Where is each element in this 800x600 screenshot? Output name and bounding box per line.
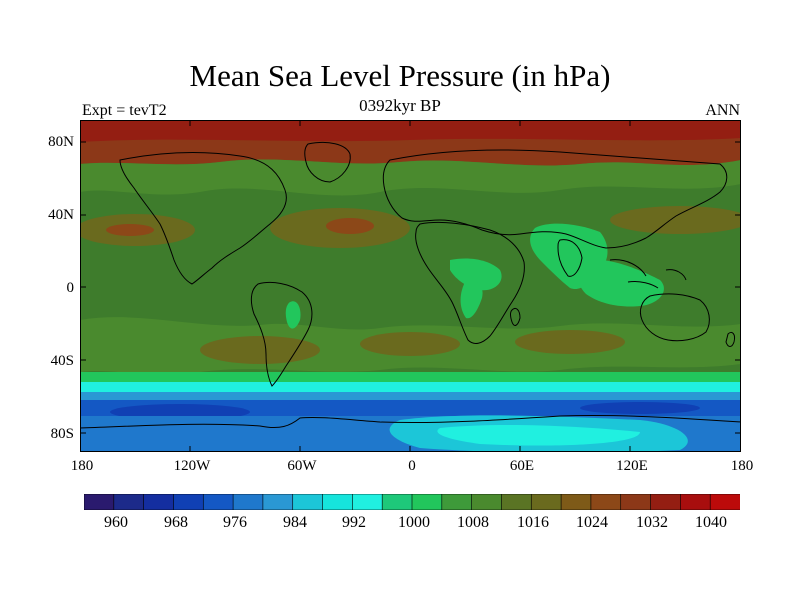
south-pacific-high bbox=[200, 336, 320, 364]
colorbar-label: 976 bbox=[223, 514, 247, 531]
colorbar-swatch bbox=[590, 494, 622, 510]
atlantic-high-core bbox=[326, 218, 374, 234]
maritime-continent-low bbox=[576, 259, 664, 307]
colorbar-swatch bbox=[709, 494, 740, 510]
southern-trough-edge bbox=[80, 372, 741, 382]
colorbar-label: 1008 bbox=[457, 514, 489, 531]
lon-tick-180e: 180 bbox=[730, 458, 754, 474]
lon-tick-120e: 120E bbox=[616, 458, 648, 474]
southern-trough-lightblue bbox=[80, 392, 741, 400]
colorbar-swatch bbox=[84, 494, 115, 510]
colorbar-swatch bbox=[650, 494, 681, 510]
colorbar-label: 1000 bbox=[398, 514, 430, 531]
african-low bbox=[450, 258, 502, 291]
lon-tick-180w: 180 bbox=[70, 458, 94, 474]
colorbar-swatch bbox=[530, 494, 562, 510]
lat-tick-40s: 40S bbox=[50, 353, 74, 369]
antarctic-high-core bbox=[437, 425, 640, 446]
pressure-map bbox=[80, 120, 741, 452]
colorbar-swatch bbox=[620, 494, 652, 510]
colorbar-swatch bbox=[292, 494, 324, 510]
colorbar-swatch bbox=[501, 494, 532, 510]
colorbar-label: 992 bbox=[342, 514, 366, 531]
coastlines bbox=[80, 141, 741, 429]
colorbar-swatch bbox=[471, 494, 503, 510]
southern-trough-cyan bbox=[80, 382, 741, 392]
lat-tick-40n: 40N bbox=[48, 207, 74, 223]
lon-tick-60w: 60W bbox=[287, 458, 317, 474]
colorbar-label: 1024 bbox=[576, 514, 608, 531]
colorbar-label: 1032 bbox=[636, 514, 668, 531]
colorbar-swatch bbox=[202, 494, 234, 510]
colorbar-label: 960 bbox=[104, 514, 128, 531]
lat-tick-0: 0 bbox=[66, 280, 75, 296]
chart-subtitle: 0392kyr BP bbox=[359, 96, 441, 115]
east-pacific-high-cell bbox=[610, 206, 741, 234]
colorbar-swatch bbox=[143, 494, 175, 510]
colorbar-swatch bbox=[322, 494, 353, 510]
experiment-label: Expt = tevT2 bbox=[82, 102, 167, 119]
pacific-high-core bbox=[106, 224, 154, 236]
indian-ocean-high bbox=[515, 330, 625, 354]
chart-title: Mean Sea Level Pressure (in hPa) bbox=[189, 58, 611, 93]
lat-tick-80s: 80S bbox=[50, 426, 74, 442]
colorbar-swatch bbox=[560, 494, 592, 510]
colorbar-label: 1040 bbox=[695, 514, 727, 531]
south-atlantic-high bbox=[360, 332, 460, 356]
colorbar-swatch bbox=[173, 494, 204, 510]
south-america-low bbox=[285, 301, 301, 329]
colorbar-swatch bbox=[352, 494, 383, 510]
colorbar-swatch bbox=[232, 494, 264, 510]
north-polar-core bbox=[80, 120, 741, 142]
lat-tick-80n: 80N bbox=[48, 134, 74, 150]
colorbar-swatch bbox=[680, 494, 711, 510]
colorbar-swatch bbox=[381, 494, 413, 510]
colorbar-swatch bbox=[262, 494, 294, 510]
lon-tick-120w: 120W bbox=[173, 458, 211, 474]
colorbar-swatch bbox=[441, 494, 473, 510]
central-africa-low bbox=[460, 280, 483, 319]
colorbar-label: 984 bbox=[283, 514, 307, 531]
period-label: ANN bbox=[705, 102, 740, 119]
colorbar-swatch bbox=[113, 494, 145, 510]
lon-tick-0: 0 bbox=[408, 458, 416, 474]
north-subtropical-band bbox=[80, 159, 741, 196]
map-ticks bbox=[80, 120, 741, 452]
colorbar-label: 968 bbox=[164, 514, 188, 531]
southern-low-core-east bbox=[580, 402, 700, 414]
lon-tick-60e: 60E bbox=[509, 458, 535, 474]
colorbar bbox=[84, 494, 740, 510]
colorbar-label: 1016 bbox=[517, 514, 549, 531]
colorbar-swatch bbox=[411, 494, 443, 510]
